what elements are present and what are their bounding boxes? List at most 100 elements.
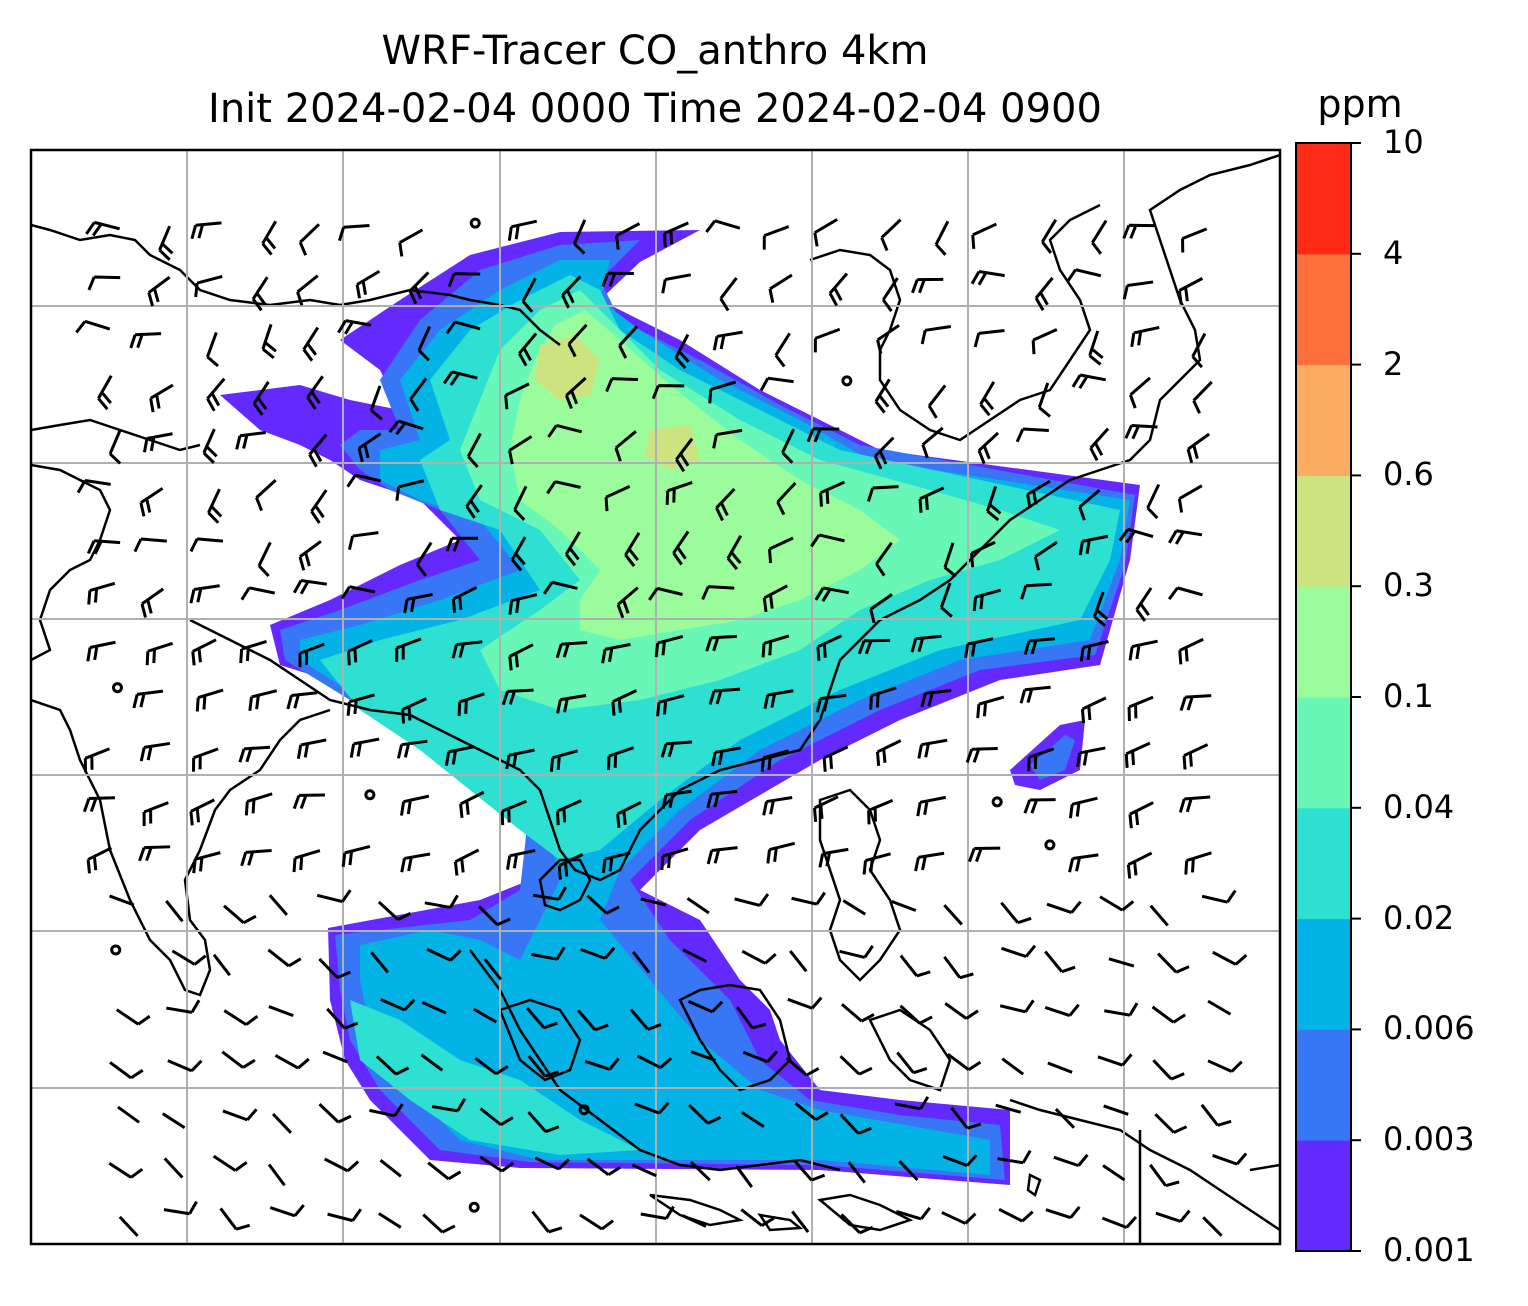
wind-barb — [1127, 695, 1154, 722]
wind-barb — [1201, 889, 1237, 904]
wind-barb — [816, 634, 843, 661]
wind-barb — [189, 584, 220, 604]
wind-barb — [970, 270, 1005, 286]
wind-barb — [424, 894, 459, 909]
wind-barb — [688, 1104, 722, 1125]
calm-wind-circle — [841, 375, 853, 387]
wind-barb — [140, 587, 165, 618]
wind-barb — [521, 277, 537, 313]
wind-barb — [1192, 380, 1213, 414]
wind-barb — [759, 376, 794, 392]
calm-wind-circle — [991, 796, 1003, 808]
wind-barb — [675, 437, 694, 473]
wind-barb — [894, 1096, 930, 1111]
wind-barb — [401, 697, 427, 724]
wind-barb — [1122, 280, 1154, 300]
wind-barb — [1202, 1216, 1223, 1237]
colorbar-segment — [1296, 586, 1351, 698]
wind-barb — [298, 540, 322, 571]
wind-barb — [735, 1165, 753, 1188]
wind-barb — [1122, 223, 1155, 239]
wind-barb — [142, 801, 169, 827]
wind-barb — [292, 849, 321, 873]
wind-barb — [388, 419, 424, 436]
wind-barb — [1099, 895, 1135, 912]
wind-barb — [369, 1103, 404, 1118]
wind-barb — [1124, 424, 1158, 440]
wind-barb — [839, 1055, 873, 1076]
wind-barb — [1088, 330, 1104, 366]
wind-barb — [398, 228, 424, 257]
wind-barb — [943, 542, 957, 578]
wind-barb — [326, 1007, 359, 1030]
wind-barb — [396, 739, 428, 759]
wind-barb — [776, 481, 797, 516]
wind-barb — [163, 1157, 184, 1179]
wind-barb — [1023, 798, 1056, 814]
wind-barb — [654, 635, 684, 658]
wind-barb — [206, 331, 220, 368]
wind-barb — [274, 1054, 310, 1070]
wind-barb — [261, 220, 278, 256]
wind-barb — [118, 1215, 139, 1237]
wind-barb — [1078, 534, 1109, 556]
wind-barb — [357, 432, 382, 463]
wind-barb — [82, 796, 115, 813]
wind-barb — [1149, 1163, 1180, 1188]
wind-barb — [997, 1149, 1032, 1165]
wind-barb — [1001, 1057, 1025, 1076]
wind-barb — [240, 849, 272, 867]
wind-barb — [1046, 900, 1082, 914]
wind-barb — [547, 423, 583, 438]
wind-barb — [161, 1112, 186, 1130]
wind-barb — [976, 695, 1005, 719]
wind-barb — [269, 1204, 305, 1218]
wind-barb — [1091, 219, 1108, 255]
wind-barb — [133, 537, 167, 553]
wind-barb — [701, 585, 735, 600]
wind-barb — [661, 789, 692, 810]
wind-barb — [614, 430, 637, 462]
wind-barb — [238, 745, 271, 763]
wind-barb — [316, 889, 352, 904]
colorbar — [1296, 142, 1361, 1252]
wind-barb — [532, 886, 567, 901]
wind-barb — [318, 957, 351, 980]
wind-barb — [604, 484, 631, 512]
wind-barb — [1027, 747, 1055, 772]
wind-barb — [939, 582, 953, 618]
wind-barb — [1103, 1104, 1129, 1116]
wind-barb — [634, 1101, 670, 1115]
wind-barb — [267, 1163, 286, 1187]
wind-barb — [459, 790, 485, 819]
wind-barb — [763, 689, 794, 709]
wind-barb — [1019, 685, 1051, 704]
wind-barb — [337, 319, 372, 335]
wind-barb — [1101, 1216, 1138, 1229]
wind-barb — [1092, 591, 1109, 627]
wind-barb — [453, 848, 480, 876]
wind-barb — [742, 1050, 779, 1064]
wind-barb — [76, 478, 111, 494]
wind-barb — [973, 329, 1005, 348]
wind-barb — [207, 488, 223, 524]
colorbar-tick-label: 0.006 — [1383, 1009, 1475, 1048]
wind-barb — [403, 592, 433, 614]
wind-barb — [986, 486, 1002, 522]
wind-barb — [876, 324, 900, 354]
wind-barb — [431, 1098, 467, 1113]
wind-barb — [1152, 1059, 1185, 1081]
calm-wind-circle — [110, 944, 122, 956]
wind-barb — [632, 951, 651, 974]
wind-barb — [1041, 218, 1058, 254]
wind-barb — [1156, 952, 1190, 974]
wind-barb — [292, 578, 328, 595]
wind-barb — [508, 643, 534, 671]
wind-barb — [618, 325, 639, 359]
wind-barb — [661, 273, 692, 294]
wind-barb — [586, 894, 620, 915]
wind-barb — [378, 1212, 402, 1229]
wind-barb — [1034, 276, 1054, 311]
wind-barb — [762, 584, 788, 613]
wind-barb — [212, 953, 231, 977]
